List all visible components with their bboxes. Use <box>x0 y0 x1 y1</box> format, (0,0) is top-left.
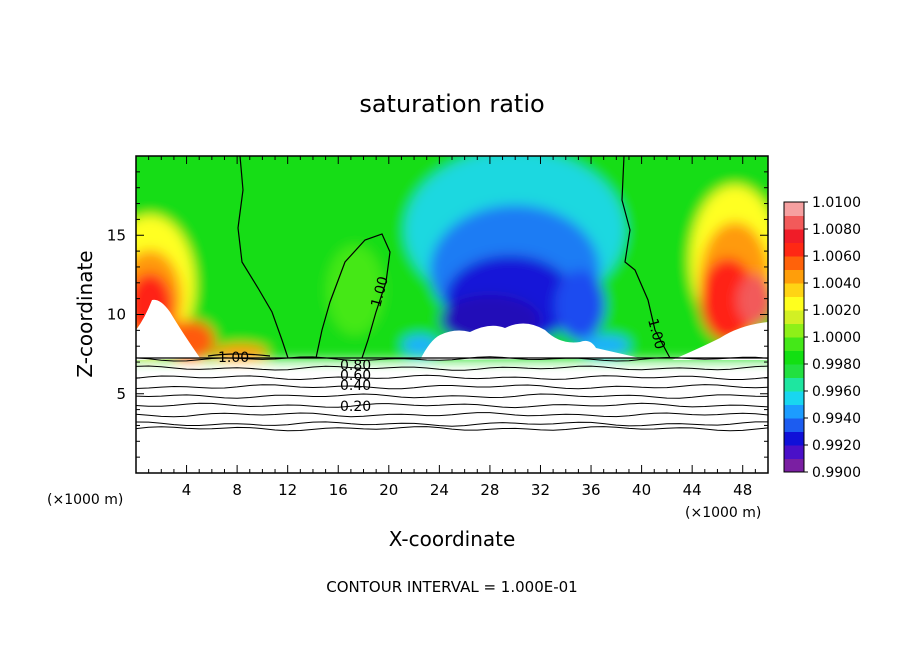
colorbar-swatch <box>784 202 804 216</box>
contour-label: 0.80 <box>340 358 371 374</box>
colorbar-label: 1.0100 <box>812 195 861 211</box>
colorbar-swatch <box>784 377 804 392</box>
colorbar-swatch <box>784 242 804 257</box>
colorbar-swatch <box>784 431 804 446</box>
x-unit-right: (×1000 m) <box>685 505 761 521</box>
colorbar-swatch <box>784 391 804 405</box>
field-fill <box>136 156 768 360</box>
colorbar-swatch <box>784 445 804 459</box>
colorbar: 1.0100 1.0080 1.0060 1.0040 1.0020 1.0000 0.99… <box>783 195 861 481</box>
colorbar-swatch <box>784 323 804 338</box>
colorbar-label: 1.0060 <box>812 249 861 265</box>
x-tick-label: 12 <box>278 481 297 499</box>
x-tick-label: 40 <box>632 481 651 499</box>
colorbar-swatch <box>784 404 804 419</box>
colorbar-swatch <box>784 310 804 324</box>
y-tick-label: 5 <box>116 385 126 403</box>
colorbar-swatch <box>784 350 804 365</box>
y-tick-label: 10 <box>107 306 126 324</box>
x-tick-label: 16 <box>329 481 348 499</box>
x-axis-label: X-coordinate <box>389 527 516 551</box>
contour-line <box>136 426 768 432</box>
y-axis: 5 10 15 <box>107 171 768 458</box>
colorbar-label: 0.9900 <box>812 465 861 481</box>
x-tick-label: 36 <box>581 481 600 499</box>
x-tick-label: 44 <box>683 481 702 499</box>
colorbar-label: 1.0040 <box>812 276 861 292</box>
colorbar-label: 0.9920 <box>812 438 861 454</box>
contour-label: 1.00 <box>218 350 249 366</box>
x-axis: 4 8 12 16 20 24 28 32 36 40 44 48 <box>148 156 756 499</box>
plot-area <box>136 156 768 473</box>
x-tick-label: 28 <box>480 481 499 499</box>
colorbar-swatch <box>784 418 804 432</box>
contour-line <box>136 365 768 371</box>
contour-line <box>136 384 768 390</box>
colorbar-label: 1.0020 <box>812 303 861 319</box>
y-tick-label: 15 <box>107 226 126 244</box>
colorbar-swatch <box>784 337 804 351</box>
colorbar-swatch <box>784 364 804 378</box>
contour-label: 0.20 <box>340 399 371 415</box>
colorbar-swatch <box>784 215 804 230</box>
colorbar-swatch <box>784 296 804 311</box>
colorbar-label: 0.9960 <box>812 384 861 400</box>
contour-line <box>136 402 768 409</box>
colorbar-label: 0.9980 <box>812 357 861 373</box>
contour-label: 1.00 <box>368 275 392 309</box>
colorbar-label: 0.9940 <box>812 411 861 427</box>
colorbar-swatch <box>784 283 804 297</box>
x-tick-label: 4 <box>182 481 192 499</box>
contour-label: 0.40 <box>340 378 371 394</box>
contour-label: 0.60 <box>340 368 371 384</box>
y-axis-label: Z-coordinate <box>73 250 97 377</box>
contour-1-00 <box>207 156 671 359</box>
x-tick-label: 32 <box>531 481 550 499</box>
contour-line <box>136 421 768 427</box>
colorbar-label: 1.0000 <box>812 330 861 346</box>
colorbar-label: 1.0080 <box>812 222 861 238</box>
colorbar-swatch <box>784 269 804 284</box>
contour-line <box>136 374 768 381</box>
x-tick-label: 20 <box>379 481 398 499</box>
x-tick-label: 24 <box>430 481 449 499</box>
contour-label: 1.00 <box>644 317 668 351</box>
clear-air-regions <box>136 299 768 360</box>
x-unit-left: (×1000 m) <box>47 492 123 508</box>
contour-line <box>136 393 768 399</box>
chart-title: saturation ratio <box>359 90 544 118</box>
contour-interval-note: CONTOUR INTERVAL = 1.000E-01 <box>326 578 577 596</box>
colorbar-swatch <box>784 458 804 473</box>
colorbar-swatch <box>784 256 804 270</box>
colorbar-swatch <box>784 229 804 243</box>
x-tick-label: 8 <box>232 481 242 499</box>
x-tick-label: 48 <box>733 481 752 499</box>
contour-line <box>136 412 768 418</box>
